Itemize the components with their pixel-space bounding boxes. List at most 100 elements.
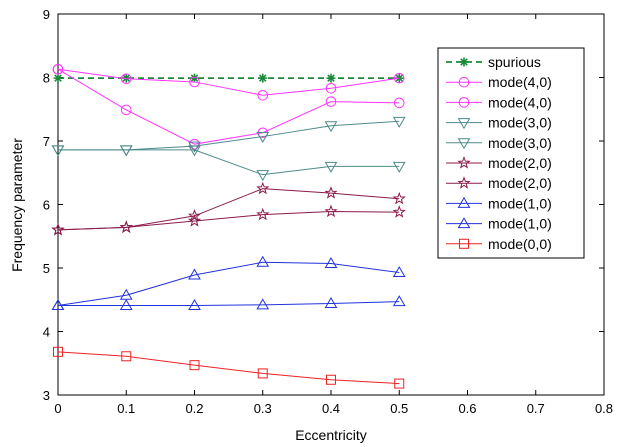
data-point	[326, 374, 336, 385]
data-point	[393, 72, 405, 84]
data-point	[392, 116, 406, 128]
data-point	[188, 145, 201, 157]
data-point	[392, 191, 406, 205]
legend-item: mode(1,0)	[446, 195, 552, 211]
x-tick-label: 0	[54, 401, 61, 416]
x-tick-label: 0.2	[185, 401, 203, 416]
legend-marker	[457, 176, 471, 189]
data-point	[121, 351, 132, 362]
data-point	[53, 73, 63, 83]
legend-marker	[459, 238, 469, 249]
legend-item: mode(4,0)	[446, 94, 552, 110]
x-tick-label: 0.8	[595, 401, 613, 416]
legend-marker	[457, 138, 471, 150]
series-layer	[51, 63, 406, 389]
data-point	[189, 360, 200, 371]
y-tick-label: 4	[43, 325, 50, 340]
y-tick-label: 3	[43, 388, 50, 403]
x-axis-label: Eccentricity	[295, 427, 367, 443]
series-6	[51, 204, 406, 236]
data-point	[325, 82, 337, 94]
data-point	[256, 170, 270, 182]
data-point	[120, 104, 132, 116]
y-tick-label: 7	[43, 134, 50, 149]
data-point	[393, 97, 405, 109]
legend: spurious mode(4,0) mode(4,0) mode(3,0) mode(…	[437, 47, 585, 259]
y-tick-label: 6	[43, 198, 50, 213]
series-line	[57, 68, 400, 145]
data-point	[392, 205, 406, 218]
data-point	[51, 222, 65, 236]
data-point	[119, 220, 133, 233]
data-point	[188, 268, 201, 280]
series-line	[58, 301, 400, 306]
legend-label: mode(3,0)	[488, 135, 552, 151]
y-tick-label: 5	[43, 261, 50, 276]
series-line	[58, 149, 400, 176]
axis-ticks: 0 0.1 0.2 0.3 0.4 0.5 0.6 0.7 0.8 3 4 5 6 7 8 9	[43, 7, 613, 416]
legend-box	[437, 47, 585, 259]
x-tick-label: 0.5	[390, 401, 408, 416]
legend-marker	[457, 118, 471, 130]
legend-label: mode(2,0)	[488, 175, 552, 191]
series-line	[57, 68, 400, 96]
legend-label: spurious	[488, 54, 541, 70]
series-line	[57, 261, 400, 306]
data-point	[394, 378, 405, 389]
data-point	[53, 346, 63, 357]
data-point	[324, 161, 338, 173]
data-point	[392, 295, 406, 307]
series-line	[57, 351, 400, 385]
data-point	[188, 141, 201, 153]
data-point	[52, 63, 64, 75]
data-point	[324, 121, 338, 133]
data-point	[187, 208, 202, 222]
legend-marker	[458, 97, 470, 108]
y-tick-label: 9	[43, 7, 50, 22]
legend-label: mode(2,0)	[488, 155, 552, 171]
data-point	[51, 145, 65, 157]
legend-item: mode(0,0)	[446, 236, 552, 252]
x-tick-label: 0.6	[458, 401, 476, 416]
legend-marker	[457, 156, 471, 169]
x-tick-label: 0.1	[117, 401, 135, 416]
data-point	[324, 204, 338, 218]
data-point	[187, 214, 202, 227]
data-point	[190, 73, 199, 83]
x-tick-label: 0.4	[322, 401, 340, 416]
data-point	[392, 265, 406, 277]
data-point	[392, 161, 406, 173]
x-tick-label: 0.7	[527, 401, 545, 416]
data-point	[257, 368, 268, 379]
series-4	[51, 145, 406, 182]
data-point	[119, 145, 133, 157]
legend-label: mode(3,0)	[488, 115, 552, 131]
legend-marker	[457, 217, 471, 229]
data-point	[324, 297, 338, 309]
legend-label: mode(4,0)	[488, 94, 552, 110]
data-point	[51, 298, 65, 310]
series-line	[57, 210, 400, 231]
legend-item: spurious	[446, 54, 541, 70]
legend-marker	[459, 57, 469, 67]
data-point	[256, 132, 270, 144]
legend-item: mode(2,0)	[446, 155, 552, 171]
data-point	[257, 89, 269, 101]
legend-marker	[457, 196, 471, 208]
data-point	[188, 298, 201, 310]
data-point	[324, 186, 338, 199]
legend-item: mode(3,0)	[446, 135, 552, 151]
legend-label: mode(4,0)	[488, 74, 552, 90]
legend-label: mode(1,0)	[488, 216, 552, 232]
data-point	[326, 73, 336, 83]
data-point	[189, 76, 200, 88]
data-point	[325, 96, 337, 107]
data-point	[120, 73, 132, 85]
series-9	[53, 346, 405, 389]
legend-item: mode(4,0)	[446, 74, 552, 90]
legend-item: mode(1,0)	[446, 216, 552, 232]
y-axis-label: Frequency parameter	[9, 138, 25, 272]
series-2	[52, 63, 405, 150]
legend-label: mode(0,0)	[488, 236, 552, 252]
